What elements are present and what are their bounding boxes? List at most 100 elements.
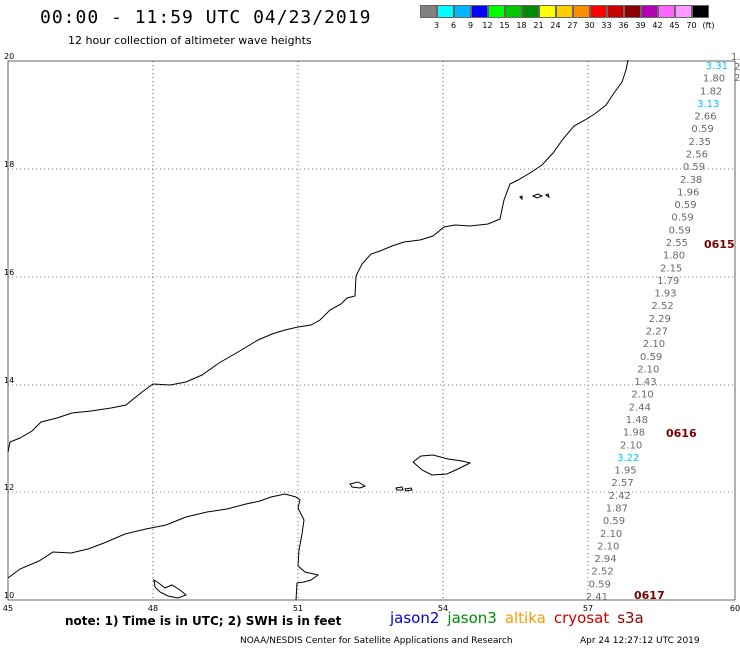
legend-swatches <box>420 5 709 18</box>
legend-swatch <box>522 5 539 18</box>
legend-swatch <box>675 5 692 18</box>
swh-value: 2.52 <box>651 301 673 312</box>
edge-fragment: 1. <box>731 52 740 63</box>
swh-value: 2.57 <box>611 478 633 489</box>
swh-value: 2.15 <box>660 263 682 274</box>
legend-swatch <box>607 5 624 18</box>
swh-value: 2.55 <box>666 238 688 249</box>
legend-swatch <box>590 5 607 18</box>
legend-swatch <box>505 5 522 18</box>
swh-value: 2.10 <box>597 541 619 552</box>
legend-swatch <box>658 5 675 18</box>
swh-value: 2.10 <box>637 364 659 375</box>
map-subtitle: 12 hour collection of altimeter wave hei… <box>68 34 312 47</box>
swh-value: 0.59 <box>674 200 696 211</box>
legend-labels: 3 6 9 12 15 18 21 24 27 30 33 36 39 42 45 70 (ft) <box>420 21 715 33</box>
latitude-label: 14 <box>4 376 14 385</box>
kuria-muria-2 <box>531 193 544 199</box>
legend-label: (ft) <box>702 21 715 30</box>
axis-labels: 45 48 51 54 57 60 20 18 16 14 12 10 <box>3 52 740 613</box>
satellite-jason3: jason3 <box>447 609 497 627</box>
legend-label: 12 <box>482 21 493 30</box>
swh-value: 2.10 <box>620 440 642 451</box>
swh-value: 1.96 <box>677 187 699 198</box>
legend-swatch <box>454 5 471 18</box>
small-island-3 <box>404 487 413 492</box>
swh-value: 2.44 <box>629 402 651 413</box>
legend-swatch <box>641 5 658 18</box>
longitude-label: 45 <box>3 604 13 613</box>
legend-swatch <box>556 5 573 18</box>
longitude-label: 54 <box>438 604 448 613</box>
swh-value: 3.22 <box>617 453 639 464</box>
swh-value: 0.59 <box>603 516 625 527</box>
legend-swatch <box>539 5 556 18</box>
longitude-label: 51 <box>293 604 303 613</box>
swh-value: 1.87 <box>606 504 628 515</box>
latitude-label: 16 <box>4 268 14 277</box>
map-frame <box>7 60 736 601</box>
legend-swatch <box>437 5 454 18</box>
legend-label: 33 <box>601 21 612 30</box>
satellite-cryosat: cryosat <box>553 609 610 627</box>
satellite-altika: altika <box>504 609 546 627</box>
legend-label: 24 <box>550 21 561 30</box>
legend-label: 21 <box>533 21 544 30</box>
legend-swatch <box>420 5 437 18</box>
swh-value: 3.31 <box>706 61 728 72</box>
legend-label: 15 <box>499 21 510 30</box>
legend-label: 39 <box>635 21 646 30</box>
latitude-label: 10 <box>4 591 14 600</box>
swh-value: 0.59 <box>683 162 705 173</box>
swh-value: 1.93 <box>654 289 676 300</box>
swh-value: 0.59 <box>669 225 691 236</box>
legend-label: 27 <box>567 21 578 30</box>
edge-fragment: 2. <box>734 62 740 73</box>
swh-value: 2.27 <box>646 327 668 338</box>
legend-label: 36 <box>618 21 629 30</box>
swh-value: 2.10 <box>643 339 665 350</box>
swh-value: 2.42 <box>609 491 631 502</box>
legend-swatch <box>573 5 590 18</box>
pass-time: 0617 <box>634 589 665 602</box>
satellite-s3a: s3a <box>617 609 644 627</box>
legend-label: 45 <box>669 21 680 30</box>
swh-value: 2.29 <box>649 314 671 325</box>
satellite-legend: jason2 jason3 altika cryosat s3a <box>390 609 652 627</box>
swh-value: 1.95 <box>614 466 636 477</box>
legend-label: 30 <box>584 21 595 30</box>
socotra-island <box>412 454 472 476</box>
swh-value: 0.59 <box>671 213 693 224</box>
legend-label: 70 <box>686 21 697 30</box>
longitude-label: 57 <box>583 604 593 613</box>
pass-time-labels: 0615 0616 0617 <box>634 238 735 602</box>
footer-note: note: 1) Time is in UTC; 2) SWH is in fe… <box>65 614 342 628</box>
edge-fragments: 1.2.2 <box>731 52 740 84</box>
satellite-jason2: jason2 <box>390 609 440 627</box>
swh-value: 2.52 <box>591 567 613 578</box>
latitude-label: 12 <box>4 483 14 492</box>
generated-timestamp: Apr 24 12:27:12 UTC 2019 <box>580 636 700 646</box>
swh-track-labels: 3.311.801.823.132.660.592.352.560.592.38… <box>586 61 728 603</box>
swh-value: 1.79 <box>657 276 679 287</box>
swh-value: 0.59 <box>589 579 611 590</box>
kuria-muria-3 <box>545 193 550 199</box>
swh-value: 2.35 <box>689 137 711 148</box>
swh-value: 1.80 <box>663 251 685 262</box>
color-legend: 3 6 9 12 15 18 21 24 27 30 33 36 39 42 45 70 (ft) <box>420 5 715 33</box>
swh-value: 0.59 <box>640 352 662 363</box>
swh-value: 0.59 <box>691 124 713 135</box>
swh-value: 2.94 <box>594 554 616 565</box>
pass-time: 0616 <box>666 427 697 440</box>
edge-fragment: 2 <box>734 73 740 84</box>
arabian-coastline <box>7 59 629 453</box>
credit-line: NOAA/NESDIS Center for Satellite Applica… <box>240 636 513 646</box>
coastline <box>7 59 629 601</box>
swh-value: 1.48 <box>626 415 648 426</box>
swh-value: 2.41 <box>586 592 608 603</box>
legend-swatch <box>624 5 641 18</box>
swh-value: 2.10 <box>631 390 653 401</box>
swh-value: 1.80 <box>703 74 725 85</box>
swh-value: 1.98 <box>623 428 645 439</box>
legend-label: 9 <box>467 21 474 30</box>
